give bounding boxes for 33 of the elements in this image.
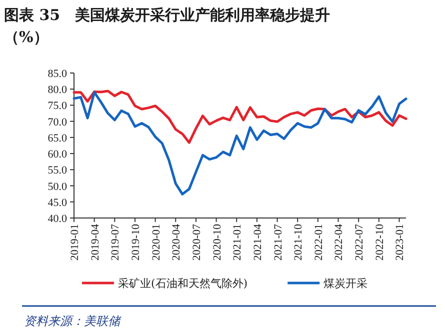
x-tick-label: 2020-04 xyxy=(170,224,183,261)
x-tick-label: 2022-01 xyxy=(312,224,325,261)
y-tick-label: 85.0 xyxy=(48,68,68,80)
legend-label: 采矿业(石油和天然气除外) xyxy=(118,277,248,290)
x-tick-label: 2019-01 xyxy=(69,224,81,261)
legend-label: 煤炭开采 xyxy=(324,277,368,290)
y-tick-label: 65.0 xyxy=(48,132,68,144)
y-tick-label: 40.0 xyxy=(48,213,68,225)
x-tick-label: 2020-01 xyxy=(150,224,162,261)
x-tick-label: 2023-01 xyxy=(394,224,406,261)
x-tick-label: 2021-10 xyxy=(292,224,305,261)
x-tick-label: 2020-07 xyxy=(190,224,203,261)
y-tick-label: 60.0 xyxy=(48,148,68,161)
x-tick-label: 2020-10 xyxy=(211,224,224,261)
y-tick-label: 75.0 xyxy=(48,100,68,112)
x-tick-label: 2022-04 xyxy=(333,224,346,261)
line-series xyxy=(72,90,408,144)
x-tick-label: 2019-07 xyxy=(110,224,122,261)
y-tick-label: 80.0 xyxy=(48,84,68,96)
y-tick-label: 55.0 xyxy=(48,164,68,177)
chart-title: 图表 35 美国煤炭开采行业产能利用率稳步提升（%） xyxy=(4,6,330,46)
x-tick-label: 2021-01 xyxy=(232,224,244,261)
x-tick-label: 2022-10 xyxy=(374,224,386,261)
x-tick-label: 2019-10 xyxy=(130,224,142,261)
line-series xyxy=(72,91,408,196)
y-tick-label: 50.0 xyxy=(48,180,68,193)
x-tick-label: 2019-04 xyxy=(89,224,102,261)
x-tick-label: 2021-07 xyxy=(272,224,284,261)
x-tick-label: 2021-04 xyxy=(252,224,264,261)
text: 资料来源：美联储 xyxy=(24,314,122,328)
y-tick-label: 45.0 xyxy=(48,196,68,209)
x-tick-label: 2022-07 xyxy=(354,224,366,261)
y-tick-label: 70.0 xyxy=(48,116,68,128)
